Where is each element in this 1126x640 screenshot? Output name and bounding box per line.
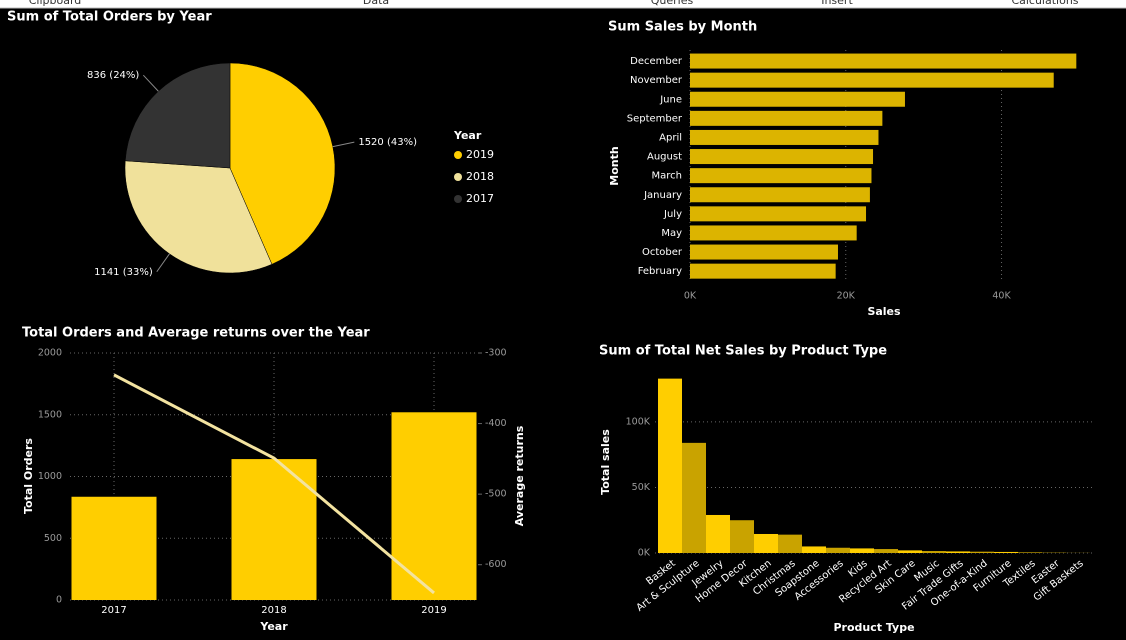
area-step: [706, 514, 730, 553]
area-step: [754, 533, 778, 553]
y-tick-label: May: [661, 228, 682, 239]
bar: [690, 91, 905, 107]
y-tick-label: 0: [56, 595, 62, 606]
y-tick-label: September: [627, 113, 683, 124]
bar: [391, 412, 477, 600]
ribbon-label[interactable]: Calculations: [1011, 0, 1078, 7]
area-step: [1018, 552, 1042, 553]
bar: [690, 168, 872, 184]
bar: [690, 129, 879, 145]
bar: [231, 459, 317, 600]
chart-title: Sum of Total Orders by Year: [7, 10, 212, 25]
y2-axis-title: Average returns: [513, 425, 526, 526]
x-tick-label: 2019: [421, 605, 446, 616]
y-axis-title: Total sales: [599, 429, 612, 495]
legend-label: 2017: [466, 192, 494, 205]
legend-label: 2019: [466, 148, 494, 161]
bar: [690, 72, 1054, 88]
pie-slice: [124, 62, 231, 169]
area-step: [802, 546, 826, 553]
area-step: [946, 551, 970, 553]
area-step: [898, 550, 922, 553]
ribbon-label[interactable]: Clipboard: [29, 0, 82, 7]
area-step: [826, 547, 850, 553]
leader-line: [156, 253, 170, 273]
y-tick-label: December: [630, 56, 683, 67]
bar: [690, 225, 857, 241]
x-tick-label: 0K: [684, 291, 697, 302]
area-step: [850, 548, 874, 553]
y-tick-label: October: [642, 247, 683, 258]
leader-line: [332, 141, 355, 148]
legend-swatch: [454, 173, 462, 181]
x-tick-label: 2017: [101, 605, 126, 616]
x-tick-label: 20K: [837, 291, 856, 302]
y-tick-label: August: [647, 152, 682, 163]
legend-title: Year: [453, 129, 482, 142]
x-tick-label: 40K: [992, 291, 1011, 302]
y2-tick-label: -500: [485, 489, 507, 500]
data-label: 836 (24%): [87, 70, 139, 81]
y-tick-label: July: [663, 209, 682, 220]
bar: [690, 244, 838, 260]
area-step: [922, 551, 946, 553]
bar: [690, 149, 874, 165]
y-tick-label: March: [652, 171, 682, 182]
y-tick-label: 1500: [38, 409, 62, 420]
ribbon-label[interactable]: Data: [363, 0, 389, 7]
y-tick-label: November: [630, 75, 683, 86]
y-tick-label: April: [659, 132, 682, 143]
x-axis-title: Product Type: [833, 621, 914, 634]
y2-tick-label: -300: [485, 348, 507, 359]
chart-title: Sum of Total Net Sales by Product Type: [599, 344, 887, 359]
y-tick-label: June: [659, 94, 682, 105]
leader-line: [142, 74, 159, 92]
area-step: [658, 378, 682, 553]
bar: [690, 263, 836, 279]
ribbon-bar: [0, 0, 1126, 8]
y-tick-label: 50K: [632, 482, 651, 493]
chart-title: Total Orders and Average returns over th…: [22, 326, 370, 341]
y-axis-title: Total Orders: [22, 438, 35, 514]
bar: [690, 206, 867, 222]
bar: [690, 53, 1077, 69]
bar: [690, 187, 870, 203]
area-step: [730, 520, 754, 553]
data-label: 1141 (33%): [94, 267, 153, 278]
pie-slice: [229, 62, 336, 265]
y2-tick-label: -600: [485, 559, 507, 570]
y-axis-title: Month: [608, 146, 621, 185]
legend-swatch: [454, 195, 462, 203]
y-tick-label: 500: [44, 533, 62, 544]
legend-swatch: [454, 151, 462, 159]
bar: [690, 110, 883, 126]
area-step: [970, 551, 994, 553]
x-axis-title: Year: [259, 620, 288, 633]
y-tick-label: February: [638, 266, 682, 277]
ribbon-label[interactable]: Queries: [651, 0, 694, 7]
area-step: [682, 442, 706, 553]
y-tick-label: 1000: [38, 471, 62, 482]
bar: [71, 496, 157, 600]
area-step: [874, 549, 898, 553]
x-axis-title: Sales: [867, 305, 901, 318]
legend-label: 2018: [466, 170, 494, 183]
line: [113, 373, 435, 595]
area-step: [778, 534, 802, 553]
y-tick-label: 100K: [626, 416, 651, 427]
y-tick-label: 0K: [638, 548, 651, 559]
data-label: 1520 (43%): [358, 137, 417, 148]
y-tick-label: 2000: [38, 348, 62, 359]
y-tick-label: January: [643, 190, 682, 201]
x-tick-label: 2018: [261, 605, 286, 616]
pie-slice: [124, 160, 273, 274]
chart-title: Sum Sales by Month: [608, 20, 757, 35]
area-step: [994, 551, 1018, 553]
y2-tick-label: -400: [485, 418, 507, 429]
ribbon-label[interactable]: Insert: [821, 0, 853, 7]
